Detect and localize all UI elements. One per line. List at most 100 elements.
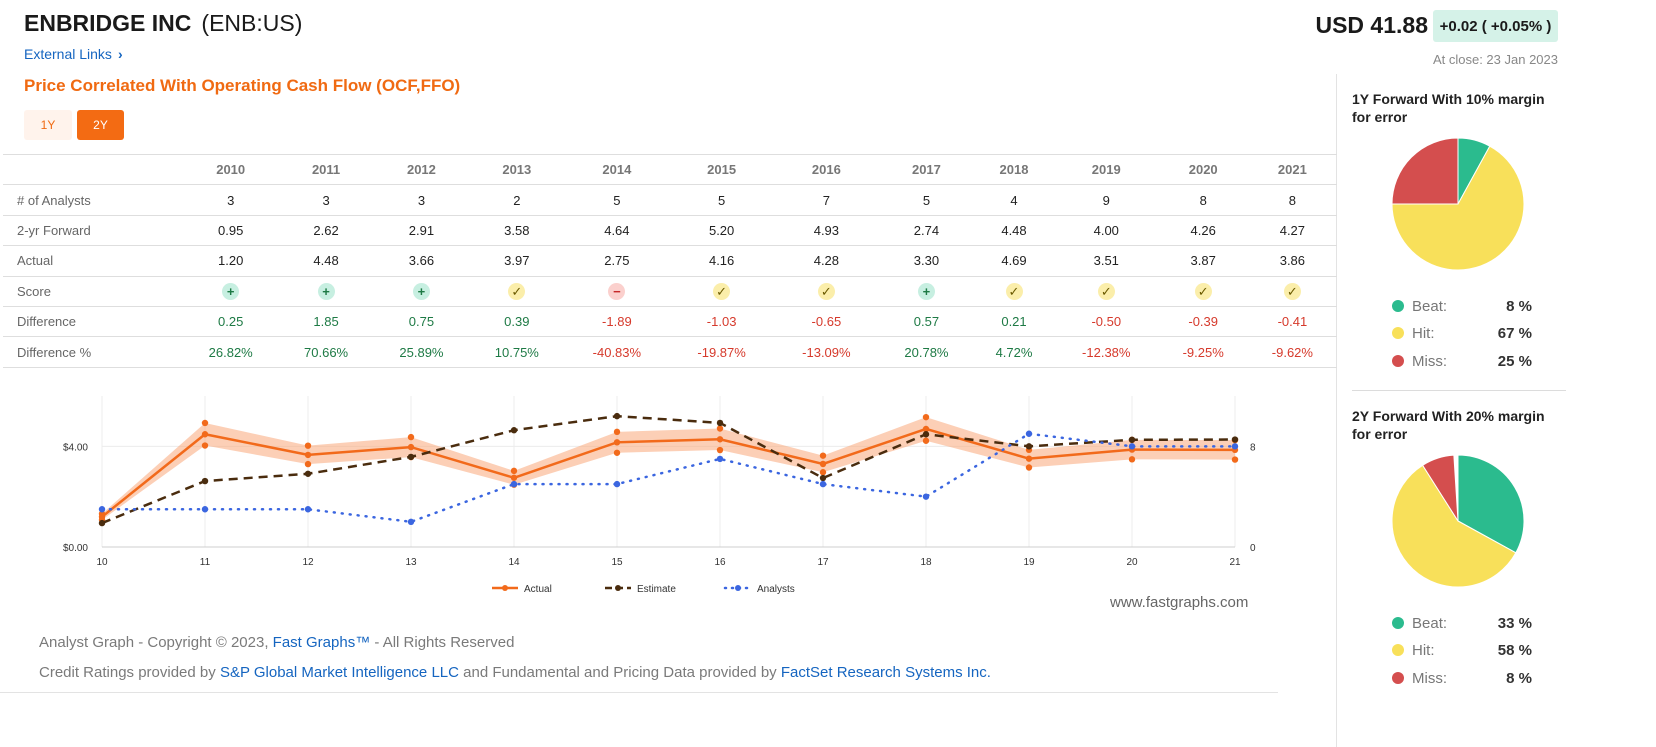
legend-marker-actual (502, 585, 508, 591)
point-estimate (1128, 436, 1136, 443)
range-2y-button[interactable]: 2Y (77, 110, 124, 140)
pie2-title: 2Y Forward With 20% margin for error (1352, 408, 1545, 442)
fastgraphs-link[interactable]: Fast Graphs™ (272, 634, 371, 651)
point-analysts (1231, 443, 1239, 450)
band-upper-point (304, 442, 312, 449)
score-cell: + (278, 275, 374, 307)
point-actual (922, 425, 930, 433)
score-cell: + (373, 275, 470, 307)
table-cell: -19.87% (669, 336, 774, 368)
legend-label: Miss: (1412, 352, 1447, 370)
table-cell: 4.64 (564, 214, 670, 246)
table-cell: 5 (878, 184, 975, 216)
legend-label: Beat: (1412, 614, 1448, 632)
row-label: Difference (3, 305, 183, 337)
table-cell: 3 (278, 184, 374, 216)
credit-middle: and Fundamental and Pricing Data provide… (458, 664, 781, 681)
score-cell: ✓ (669, 275, 774, 307)
year-header: 2010 (183, 153, 279, 185)
table-cell: 4.48 (974, 214, 1054, 246)
close-date: At close: 23 Jan 2023 (1432, 52, 1558, 67)
score-cell: ✓ (1158, 275, 1248, 307)
price-change-badge: +0.02 ( +0.05% ) (1433, 10, 1558, 42)
point-analysts (819, 480, 827, 488)
score-cell: ✓ (974, 275, 1054, 307)
pie2-chart (1391, 454, 1525, 588)
band-upper-point (510, 467, 518, 475)
band-lower-point (1231, 456, 1239, 463)
legend-marker-analysts (735, 585, 741, 591)
point-estimate (1231, 436, 1239, 443)
miss-dot-icon (1392, 672, 1404, 684)
pie1-legend-beat: Beat: 8 % (1392, 296, 1532, 316)
band-upper-point (201, 419, 209, 427)
sp-global-link[interactable]: S&P Global Market Intelligence LLC (219, 664, 459, 681)
y-tick-label: $0.00 (63, 543, 88, 554)
score-hit-icon: ✓ (508, 282, 526, 300)
row-label: Score (3, 275, 183, 307)
x-tick-label: 17 (817, 557, 829, 568)
point-analysts (922, 493, 930, 500)
year-header: 2019 (1053, 153, 1159, 185)
point-analysts (510, 480, 518, 488)
table-cell: 3.51 (1053, 245, 1159, 277)
copyright-prefix: Analyst Graph - Copyright © 2023, (39, 634, 273, 651)
x-tick-label: 12 (302, 557, 314, 568)
table-cell: 2 (469, 184, 565, 216)
company-title: ENBRIDGE INC (ENB:US) (24, 10, 302, 37)
pie2-legend-miss: Miss: 8 % (1392, 668, 1532, 688)
y2-tick-label: 8 (1250, 442, 1256, 453)
band-upper-point (613, 428, 621, 436)
legend-value: 33 % (1497, 614, 1532, 632)
table-cell: 4.28 (774, 245, 879, 277)
row-label: # of Analysts (3, 184, 183, 216)
band-upper-point (819, 452, 827, 459)
year-header: 2017 (878, 153, 975, 185)
table-cell: 2.91 (373, 214, 470, 246)
point-actual (1025, 455, 1033, 462)
point-estimate (201, 477, 209, 485)
external-links-link[interactable]: External Links › (24, 46, 123, 62)
point-estimate (510, 427, 518, 434)
legend-label: Analysts (757, 584, 795, 595)
point-estimate (1025, 443, 1033, 450)
band-lower-point (819, 469, 827, 476)
table-cell: -1.03 (669, 305, 774, 337)
beat-dot-icon (1392, 617, 1404, 629)
table-cell: 0.21 (974, 305, 1054, 337)
score-beat-icon: + (917, 282, 935, 300)
table-cell: 10.75% (469, 336, 565, 368)
range-1y-button[interactable]: 1Y (24, 110, 72, 140)
year-header-row: 2010 2011 2012 2013 2014 2015 2016 2017 2018 2019… (3, 153, 1337, 185)
table-cell: 70.66% (278, 336, 374, 368)
table-row-score: Score + + + ✓ − ✓ ✓ + ✓ ✓ ✓ ✓ (3, 275, 1337, 307)
point-analysts (716, 455, 724, 463)
pie1-legend-hit: Hit: 67 % (1392, 323, 1532, 343)
x-tick-label: 16 (714, 557, 726, 568)
band-lower-point (201, 442, 209, 449)
point-analysts (407, 518, 415, 526)
table-cell: 0.39 (469, 305, 565, 337)
table-cell: 2.62 (278, 214, 374, 246)
table-cell: 4.48 (278, 245, 374, 277)
legend-value: 58 % (1497, 641, 1532, 659)
year-header: 2021 (1247, 153, 1337, 185)
table-cell: 5.20 (669, 214, 774, 246)
copyright-suffix: - All Rights Reserved (370, 634, 515, 651)
x-tick-label: 11 (200, 557, 211, 568)
table-row-actual: Actual 1.20 4.48 3.66 3.97 2.75 4.16 4.28 3.30 4.… (3, 245, 1337, 277)
factset-link[interactable]: FactSet Research Systems Inc. (780, 664, 991, 681)
pie2-legend-hit: Hit: 58 % (1392, 640, 1532, 660)
point-actual (510, 474, 518, 481)
table-cell: 26.82% (183, 336, 279, 368)
legend-value: 8 % (1506, 669, 1532, 687)
side-divider (1352, 390, 1566, 391)
point-actual (304, 451, 312, 459)
year-header: 2011 (278, 153, 374, 185)
table-row-forward: 2-yr Forward 0.95 2.62 2.91 3.58 4.64 5.20 4.93… (3, 214, 1337, 246)
point-analysts (613, 480, 621, 488)
pie1-title: 1Y Forward With 10% margin for error (1352, 91, 1545, 125)
point-estimate (819, 474, 827, 482)
score-beat-icon: + (317, 282, 335, 300)
score-hit-icon: ✓ (1005, 282, 1023, 300)
